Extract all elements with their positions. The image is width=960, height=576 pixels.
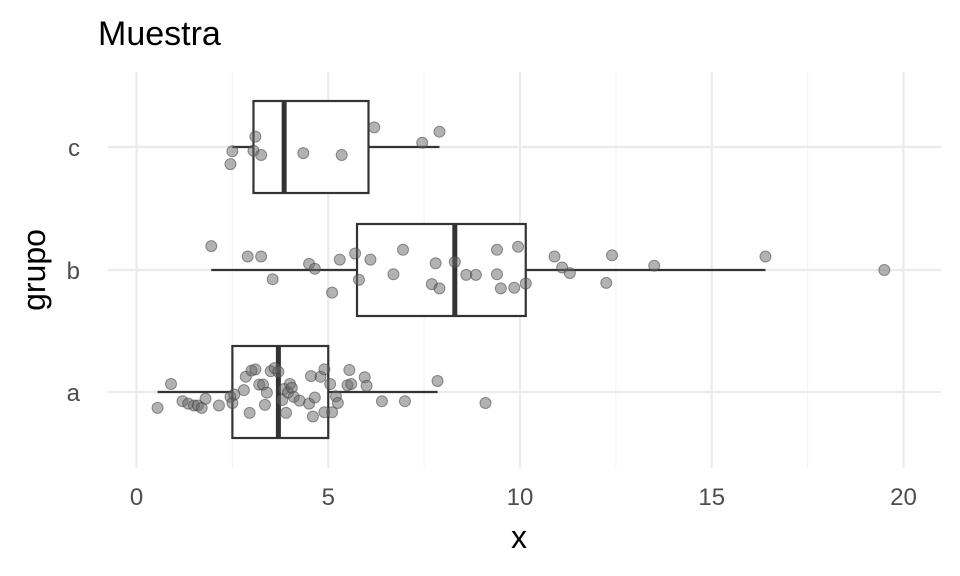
point-a (151, 401, 164, 414)
point-b (352, 273, 365, 286)
point-a (331, 397, 344, 410)
y-axis-title: grupo (16, 229, 52, 311)
point-b (255, 250, 268, 263)
point-a (272, 365, 285, 378)
point-b (266, 273, 279, 286)
point-b (508, 281, 521, 294)
point-a (280, 406, 293, 419)
point-b (205, 240, 218, 253)
point-c (226, 145, 239, 158)
point-b (494, 282, 507, 295)
point-b (759, 250, 772, 263)
chart-title: Muestra (98, 15, 221, 53)
point-a (165, 378, 178, 391)
x-tick-label: 15 (698, 484, 725, 511)
point-b (429, 257, 442, 270)
point-a (212, 399, 225, 412)
point-c (249, 130, 262, 143)
point-a (306, 410, 319, 423)
point-b (490, 268, 503, 281)
x-axis-ticks: 0 5 10 15 20 (130, 484, 917, 511)
y-tick-label: c (68, 135, 80, 162)
point-b (433, 282, 446, 295)
box-c (252, 99, 370, 195)
jitter-points (151, 121, 891, 423)
y-tick-label: a (67, 380, 81, 407)
point-b (512, 240, 525, 253)
point-b (606, 249, 619, 262)
y-axis-ticks: a b c (67, 135, 81, 407)
point-b (308, 262, 321, 275)
point-c (255, 148, 268, 161)
point-a (326, 406, 339, 419)
point-b (387, 268, 400, 281)
point-b (397, 243, 410, 256)
point-b (241, 250, 254, 263)
point-b (469, 268, 482, 281)
point-b (490, 243, 503, 256)
y-tick-label: b (67, 258, 80, 285)
point-c (297, 147, 310, 160)
point-a (260, 386, 273, 399)
point-a (237, 384, 250, 397)
point-b (878, 264, 891, 276)
point-a (375, 395, 388, 408)
point-a (479, 397, 492, 410)
point-a (345, 378, 358, 391)
point-b (448, 256, 461, 269)
point-a (308, 391, 321, 404)
x-tick-label: 5 (322, 484, 335, 511)
point-b (519, 277, 532, 290)
point-a (258, 398, 271, 411)
point-c (433, 125, 446, 138)
boxes (231, 99, 527, 440)
point-a (199, 392, 212, 405)
whiskers (157, 145, 766, 394)
point-b (563, 267, 576, 280)
x-tick-label: 10 (507, 484, 534, 511)
point-a (431, 374, 444, 387)
point-c (335, 148, 348, 161)
point-b (333, 253, 346, 266)
point-a (398, 395, 411, 408)
x-tick-label: 0 (130, 484, 143, 511)
point-b (648, 259, 661, 272)
point-a (318, 363, 331, 376)
point-a (243, 406, 256, 419)
x-axis-title: x (511, 519, 527, 555)
point-b (548, 250, 561, 263)
point-b (349, 247, 362, 260)
point-c (368, 121, 381, 134)
point-c (416, 136, 429, 149)
point-a (343, 363, 356, 376)
x-tick-label: 20 (890, 484, 917, 511)
point-c (224, 158, 237, 171)
point-a (249, 363, 262, 376)
point-b (326, 286, 339, 299)
point-b (600, 276, 613, 289)
point-a (324, 378, 337, 391)
point-b (364, 253, 377, 266)
point-a (360, 379, 373, 392)
